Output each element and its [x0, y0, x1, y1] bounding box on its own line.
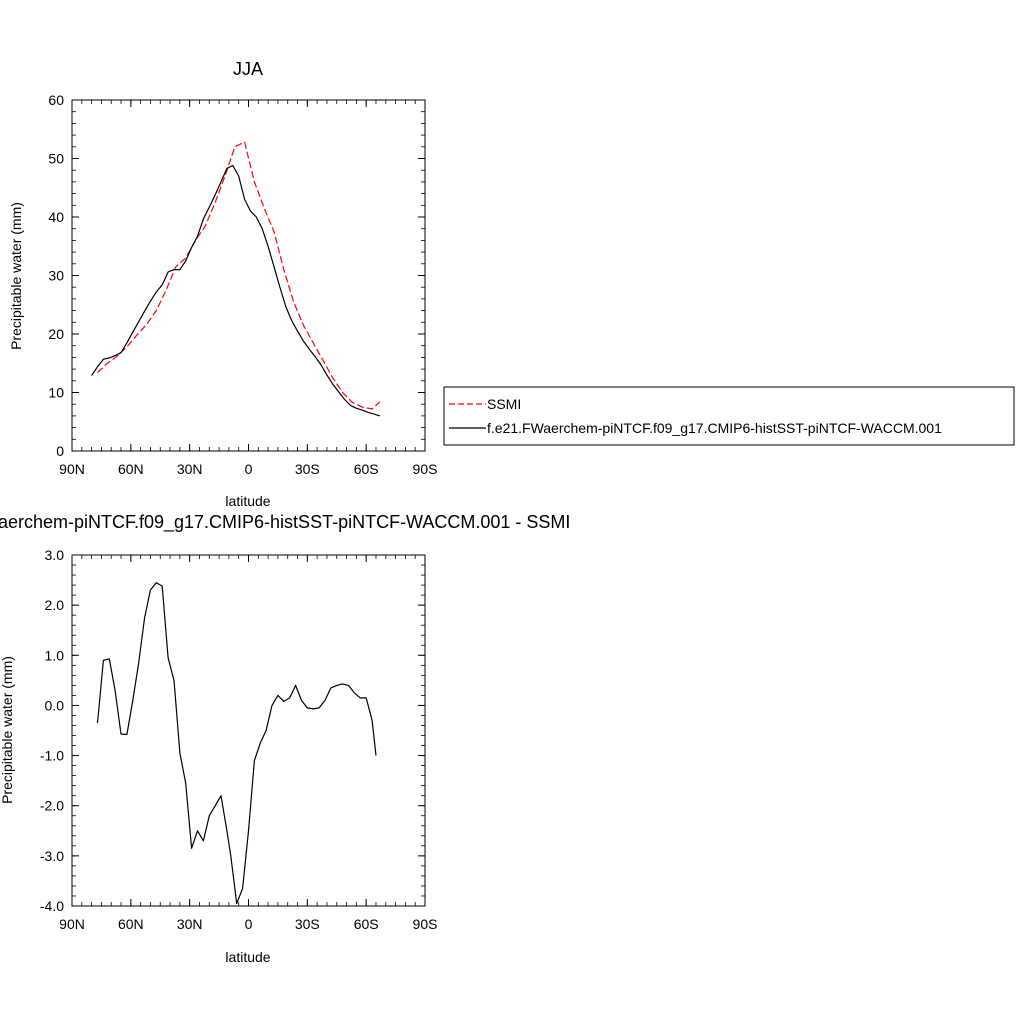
x-tick-label: 90N	[59, 461, 85, 477]
y-tick-label: -1.0	[40, 748, 64, 764]
y-tick-label: 40	[48, 209, 64, 225]
top-axis-ticks	[71, 99, 426, 452]
y-tick-label: 0	[56, 443, 64, 459]
y-tick-label: 2.0	[45, 597, 65, 613]
bottom-panel: f.e21.FWaerchem-piNTCF.f09_g17.CMIP6-his…	[0, 512, 570, 965]
y-tick-label: 0.0	[45, 697, 65, 713]
legend-label-ssmi: SSMI	[487, 396, 521, 412]
x-tick-label: 90N	[59, 916, 85, 932]
bottom-x-axis-label: latitude	[225, 949, 270, 965]
top-x-axis-label: latitude	[225, 493, 270, 509]
x-tick-label: 0	[245, 916, 253, 932]
bottom-plot-frame	[71, 554, 426, 907]
top-plot-lines	[91, 141, 381, 417]
top-y-axis-label: Precipitable water (mm)	[8, 202, 24, 350]
x-tick-label: 90S	[413, 461, 438, 477]
ssmi-series-line	[97, 141, 381, 410]
bottom-x-tick-labels: 90N 60N 30N 0 30S 60S 90S	[59, 916, 437, 932]
x-tick-label: 60N	[118, 916, 144, 932]
y-tick-label: 1.0	[45, 647, 65, 663]
x-tick-label: 90S	[413, 916, 438, 932]
model-series-line	[91, 164, 381, 417]
y-tick-label: 50	[48, 151, 64, 167]
x-tick-label: 60S	[354, 461, 379, 477]
top-x-tick-labels: 90N 60N 30N 0 30S 60S 90S	[59, 461, 437, 477]
y-tick-label: 10	[48, 385, 64, 401]
x-tick-label: 0	[245, 461, 253, 477]
bottom-chart-title: f.e21.FWaerchem-piNTCF.f09_g17.CMIP6-his…	[0, 512, 570, 533]
x-tick-label: 30N	[177, 916, 203, 932]
y-tick-label: 3.0	[45, 547, 65, 563]
x-tick-label: 30S	[295, 916, 320, 932]
legend-label-model: f.e21.FWaerchem-piNTCF.f09_g17.CMIP6-his…	[487, 420, 942, 436]
top-panel: JJA Precipitable water (mm) latitude 0 10…	[8, 59, 437, 509]
bottom-axis-ticks	[71, 554, 426, 907]
bottom-plot-lines	[96, 581, 377, 905]
y-tick-label: 30	[48, 268, 64, 284]
y-tick-label: -4.0	[40, 898, 64, 914]
y-tick-label: -2.0	[40, 798, 64, 814]
y-tick-label: -3.0	[40, 848, 64, 864]
y-tick-label: 20	[48, 326, 64, 342]
top-plot-frame	[71, 99, 426, 452]
x-tick-label: 60S	[354, 916, 379, 932]
x-tick-label: 60N	[118, 461, 144, 477]
legend: SSMI f.e21.FWaerchem-piNTCF.f09_g17.CMIP…	[443, 386, 1015, 446]
top-chart-title: JJA	[233, 59, 263, 79]
x-tick-label: 30N	[177, 461, 203, 477]
top-y-tick-labels: 0 10 20 30 40 50 60	[48, 92, 64, 459]
legend-box	[443, 386, 1015, 446]
bottom-y-axis-label: Precipitable water (mm)	[0, 656, 15, 804]
y-tick-label: 60	[48, 92, 64, 108]
x-tick-label: 30S	[295, 461, 320, 477]
difference-series-line	[96, 581, 377, 905]
bottom-y-tick-labels: 3.0 2.0 1.0 0.0 -1.0 -2.0 -3.0 -4.0	[40, 547, 64, 914]
